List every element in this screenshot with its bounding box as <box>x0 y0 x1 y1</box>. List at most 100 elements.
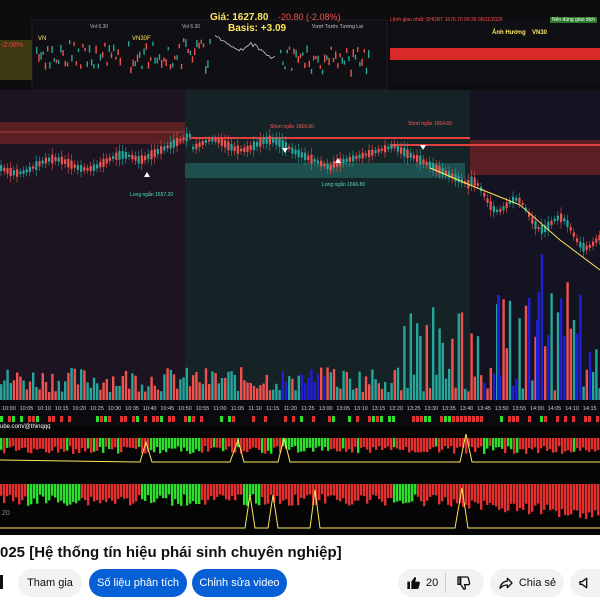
video-title: 025 [Hệ thống tín hiệu phái sinh chuyên … <box>0 544 342 561</box>
price-change-label: -20.80 (-2.08%) <box>278 12 341 22</box>
indicator-bar <box>57 438 60 453</box>
marker-cell <box>464 416 467 422</box>
indicator-bar <box>51 438 54 451</box>
analytics-button[interactable]: Số liệu phân tích <box>89 569 187 597</box>
volume-bar <box>233 374 236 400</box>
candle-body <box>185 133 188 142</box>
indicator-bar <box>204 484 207 505</box>
volume-bar <box>96 383 99 400</box>
indicator-bar <box>396 438 399 449</box>
indicator-bar <box>324 438 327 447</box>
mini-candle <box>368 50 370 58</box>
volume-bar <box>25 389 28 400</box>
candle-body <box>278 138 281 147</box>
marker-cell <box>480 416 483 422</box>
marker-cell <box>420 416 423 422</box>
candle-body <box>348 156 351 162</box>
indicator-bar <box>474 438 477 453</box>
indicator-bar <box>174 438 177 449</box>
clip-button[interactable] <box>570 569 600 597</box>
indicator-bar <box>141 484 144 500</box>
mini-candle <box>180 63 183 70</box>
candle-body <box>508 200 511 204</box>
volume-bar <box>38 389 41 400</box>
mini-candle <box>304 62 306 69</box>
indicator-bar <box>540 438 543 449</box>
vol-label-left: Vol 6.30 <box>90 24 109 30</box>
volume-bar <box>134 375 137 400</box>
indicator-bar <box>144 484 147 501</box>
volume-bar <box>377 383 380 400</box>
indicator-bar <box>177 484 180 504</box>
mini-candle <box>154 57 156 64</box>
mini-candle <box>174 55 176 60</box>
volume-bar <box>192 375 195 400</box>
indicator-bar <box>411 484 414 502</box>
candle-body <box>172 139 175 148</box>
volume-bar <box>204 368 208 400</box>
mini-candle <box>106 62 108 66</box>
volume-bar <box>467 391 470 400</box>
buy-marker <box>144 172 150 177</box>
marker-cell <box>100 416 103 422</box>
indicator-bar <box>207 438 210 452</box>
indicator-bar <box>300 484 303 498</box>
marker-cell <box>120 416 123 422</box>
dislike-button[interactable] <box>456 575 477 594</box>
marker-cell <box>156 416 159 422</box>
indicator-bar <box>570 438 573 453</box>
mini-candle <box>80 64 82 69</box>
time-axis-label: 11:20 <box>284 406 297 412</box>
candle-body <box>214 138 217 142</box>
indicator-bar <box>477 438 480 448</box>
tag-label: Nến dùng giao dịch <box>550 17 598 23</box>
video-player[interactable]: 10:00 10:05 10:10 10:15 10:20 10:25 10:30 10:35… <box>0 0 600 535</box>
marker-cell <box>468 416 471 422</box>
indicator-bar <box>321 484 324 495</box>
candle-body <box>342 158 345 164</box>
indicator-bar <box>9 438 12 448</box>
join-button[interactable]: Tham gia <box>18 569 82 597</box>
mini-candle <box>143 48 145 55</box>
volume-bar <box>451 338 454 400</box>
indicator-bar <box>306 484 309 496</box>
indicator-bar <box>495 484 498 507</box>
volume-bar <box>435 374 438 400</box>
indicator-bar <box>162 438 165 451</box>
indicator-bar <box>504 484 507 513</box>
edit-video-button[interactable]: Chỉnh sửa video <box>192 569 287 597</box>
mini-candle <box>339 53 341 58</box>
mini-candle <box>44 62 47 70</box>
indicator-bar <box>45 484 48 504</box>
vn30-label: VN30 <box>532 30 548 36</box>
indicator-bar <box>528 438 531 449</box>
marker-cell <box>184 416 187 422</box>
indicator-bar <box>585 484 588 520</box>
volume-bar <box>51 373 54 400</box>
indicator-bar <box>114 438 117 448</box>
candle-body <box>460 178 463 184</box>
mini-candle <box>156 57 158 64</box>
like-button[interactable] <box>406 575 427 594</box>
candle-body <box>524 207 527 211</box>
long-annotation-2: Long ngắn 1666.80 <box>322 182 366 188</box>
indicator-bar <box>189 484 192 504</box>
share-button[interactable]: Chia sẻ <box>490 569 564 597</box>
volume-bar <box>329 372 332 400</box>
indicator-bar <box>321 438 324 451</box>
volume-bar <box>73 368 76 400</box>
indicator-bar <box>141 438 144 454</box>
candle-body <box>233 146 236 151</box>
volume-bar <box>48 391 51 400</box>
volume-bar <box>22 380 25 400</box>
indicator-bar <box>342 438 345 449</box>
mini-candle <box>297 56 299 63</box>
indicator-bar <box>39 438 42 449</box>
indicator-bar <box>36 484 39 504</box>
indicator-bar <box>66 438 69 451</box>
indicator-bar <box>198 484 201 505</box>
indicator-bar <box>165 438 168 453</box>
indicator-bar <box>387 438 390 447</box>
mini-candle <box>359 61 361 67</box>
indicator-bar <box>225 484 228 500</box>
